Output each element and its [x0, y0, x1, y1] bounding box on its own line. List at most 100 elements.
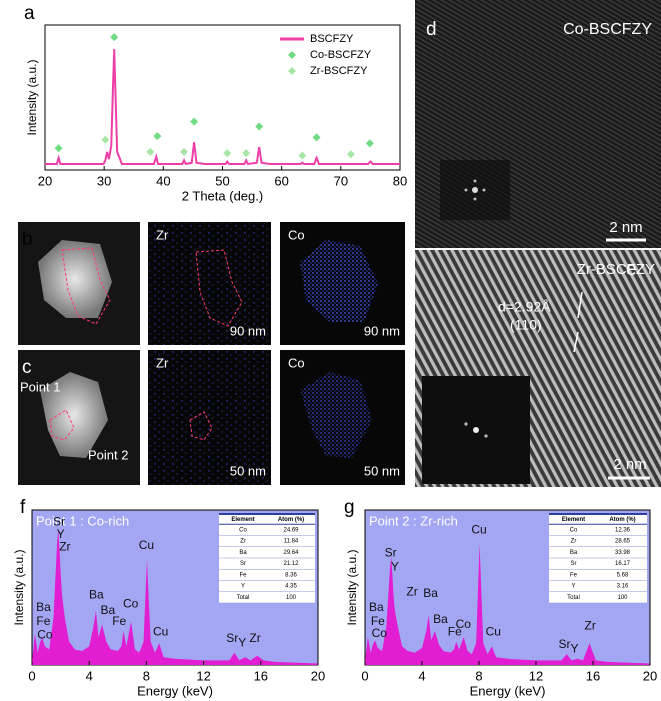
scale-label: 90 nm: [364, 323, 400, 338]
chart: 20 30 40 50 60 70 80 2 Theta (deg.) Intensity (a…: [25, 24, 407, 203]
fft-spot: [473, 179, 477, 183]
peak-label: Ba: [89, 587, 104, 601]
outline: [189, 411, 213, 441]
particle: [40, 372, 108, 458]
spectrum: [32, 528, 318, 665]
peak-label: Y: [57, 527, 65, 541]
peak-label: Zr: [59, 539, 70, 553]
panel-letter: f: [20, 497, 26, 518]
x-tick-label: 70: [334, 173, 348, 188]
table-cell: 21.12: [283, 561, 299, 567]
arrow: [573, 331, 579, 353]
peak-label: Cu: [486, 625, 501, 639]
fft-spot: [482, 188, 486, 192]
x-tick-label: 20: [311, 668, 325, 683]
x-tick-label: 16: [254, 668, 268, 683]
marker: [101, 135, 110, 144]
point-label: Point 2: [88, 447, 128, 462]
legend-label: BSCFZY: [310, 33, 354, 45]
peak-label: Fe: [112, 614, 126, 628]
peak-label: Cu: [139, 538, 154, 552]
x-axis-label: Energy (keV): [470, 683, 546, 698]
marker: [110, 33, 119, 42]
panel-letter: c: [22, 357, 32, 378]
marker: [346, 150, 355, 159]
table-cell: 28.65: [615, 539, 631, 545]
peak-label: Cu: [471, 522, 486, 536]
x-tick-label: 8: [475, 668, 482, 683]
fft-spot: [473, 427, 479, 433]
panel-letter: a: [24, 3, 35, 24]
scale-label: 50 nm: [364, 463, 400, 478]
table-cell: Y: [571, 584, 575, 590]
lattice-plane: (110): [510, 317, 542, 333]
table-cell: Fe: [570, 572, 578, 578]
panel-letter: e: [626, 259, 637, 280]
chart-title: Point 2 : Zr-rich: [369, 513, 458, 528]
plot-area: [44, 24, 401, 171]
peak-label: Sr: [53, 515, 65, 529]
fft-spot: [464, 422, 468, 426]
peak-label: Ba: [100, 603, 115, 617]
table-cell: Co: [239, 527, 247, 533]
table-cell: 100: [617, 595, 628, 601]
table-cell: Total: [567, 595, 580, 601]
pattern-line: [45, 49, 400, 166]
map-dots: [148, 350, 271, 485]
table-cell: 5.68: [617, 572, 629, 578]
scale-label: 2 nm: [613, 456, 646, 473]
peak-label: Zr: [406, 584, 417, 598]
table-cell: 29.64: [283, 550, 299, 556]
particle: [38, 240, 112, 318]
lattice-spacing: d=2.92Å: [498, 299, 551, 315]
peak-label: Fe: [371, 614, 385, 628]
peak-label: Co: [456, 617, 472, 631]
peak-label: Ba: [433, 612, 448, 626]
table-cell: Zr: [571, 539, 577, 545]
x-tick-label: 60: [274, 173, 288, 188]
outline: [61, 247, 111, 325]
peak-label: Fe: [36, 614, 50, 628]
x-tick-label: 40: [156, 173, 170, 188]
peak-label: Ba: [423, 586, 438, 600]
table-cell: Ba: [239, 550, 247, 556]
image-title: Co-BSCFZY: [563, 21, 652, 38]
legend-label: Co-BSCFZY: [310, 49, 372, 61]
peak-label: Co: [123, 597, 139, 611]
peak-label: Co: [372, 626, 388, 640]
x-tick-label: 50: [215, 173, 229, 188]
scale-label: 50 nm: [230, 463, 266, 478]
x-tick-label: 4: [86, 668, 93, 683]
outline: [49, 409, 75, 441]
chart: 0 4 8 12 16 20 Energy (keV) Intensity (a.u.) Poi…: [12, 509, 325, 698]
table-header: Atom (%): [278, 517, 304, 523]
map-dots: [300, 372, 372, 458]
arrow: [577, 291, 583, 319]
peak-label: Y: [570, 642, 578, 656]
legend-swatch: [288, 51, 296, 59]
table-cell: 12.36: [615, 527, 631, 533]
spectrum: [365, 544, 650, 665]
marker: [298, 151, 307, 160]
image-title: Zr-BSCFZY: [577, 261, 655, 278]
map-dots: [148, 222, 271, 345]
marker: [54, 144, 63, 153]
legend-label: Zr-BSCFZY: [310, 65, 368, 77]
panel-c: c Point 1 Point 2 Zr 50 nm Co 50 nm: [18, 350, 405, 485]
x-tick-label: 4: [418, 668, 425, 683]
panel-letter: d: [426, 19, 437, 40]
table-cell: 33.98: [615, 550, 631, 556]
x-axis-label: Energy (keV): [137, 683, 213, 698]
table-cell: Fe: [239, 572, 247, 578]
table-cell: Sr: [240, 561, 246, 567]
fft-spot: [473, 197, 477, 201]
y-axis-label: Intensity (a.u.): [25, 59, 39, 135]
marker: [255, 122, 264, 131]
table-cell: Zr: [240, 539, 246, 545]
x-tick-label: 8: [143, 668, 150, 683]
panel-d: d Co-BSCFZY 2 nm: [415, 0, 661, 248]
fft-spot: [484, 434, 488, 438]
x-tick-label: 80: [393, 173, 407, 188]
marker: [180, 147, 189, 156]
map-label: Co: [288, 355, 305, 370]
